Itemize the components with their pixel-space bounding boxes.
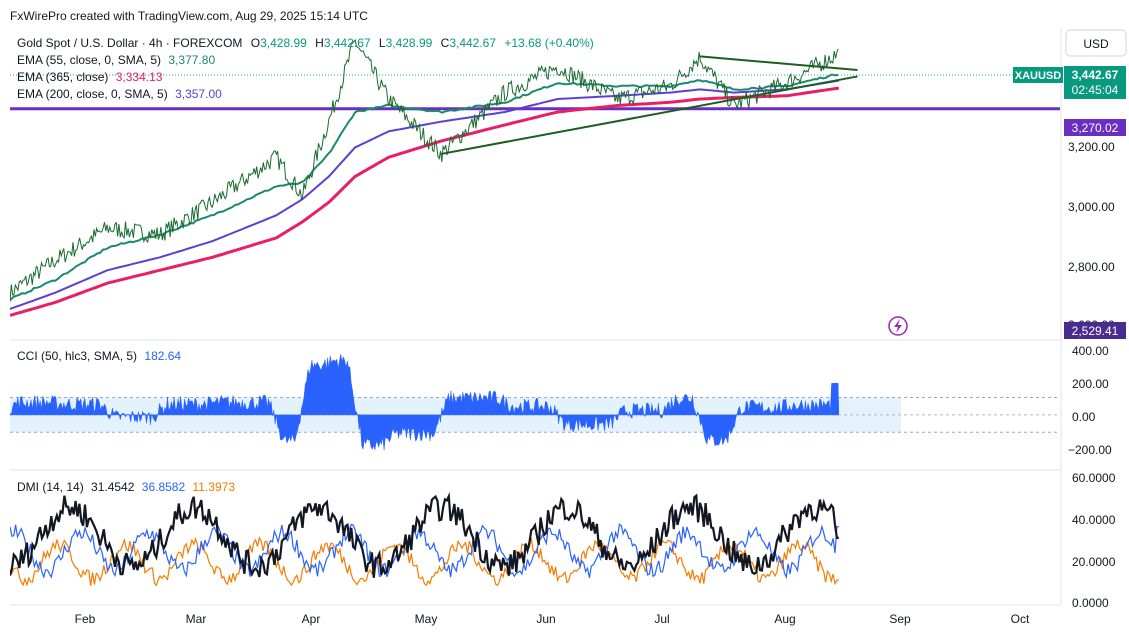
support-label: 3,270.02	[1072, 121, 1119, 135]
price-tick: 2,800.00	[1068, 260, 1115, 274]
dmi-tick: 60.0000	[1072, 471, 1116, 485]
low-value: 3,428.99	[386, 36, 433, 50]
symbol-tag-label: XAUUSD	[1015, 70, 1062, 82]
close-value: 3,442.67	[449, 36, 496, 50]
last-price-badge	[1064, 66, 1126, 99]
support-badge	[1064, 119, 1126, 136]
dmi-plus-di-line	[10, 523, 839, 580]
ema-200-line	[10, 79, 839, 310]
countdown-label: 02:45:04	[1072, 83, 1119, 97]
dmi-legend: DMI (14, 14) 31.4542 36.8582 11.3973	[17, 480, 235, 494]
dmi-tick: 40.0000	[1072, 513, 1116, 527]
price-tick: 3,200.00	[1068, 140, 1115, 154]
month-label: Apr	[302, 612, 321, 626]
upper-trendline[interactable]	[699, 55, 858, 71]
dmi-minus-di-line	[10, 536, 839, 587]
month-label: Mar	[186, 612, 207, 626]
cci-tick: 200.00	[1072, 377, 1109, 391]
lightning-icon[interactable]	[888, 316, 908, 336]
price-pane[interactable]	[10, 38, 1061, 317]
dmi-tick: 20.0000	[1072, 555, 1116, 569]
ema55-legend: EMA (55, close, 0, SMA, 5) 3,377.80	[17, 53, 215, 67]
price-tick: 3,000.00	[1068, 200, 1115, 214]
cci-pane[interactable]	[10, 353, 1061, 451]
month-label: Sep	[889, 612, 911, 626]
month-label: Aug	[774, 612, 795, 626]
lower-price-badge	[1064, 322, 1126, 339]
month-label: Feb	[75, 612, 96, 626]
last-price-label: 3,442.67	[1072, 68, 1119, 82]
cci-legend: CCI (50, hlc3, SMA, 5) 182.64	[17, 349, 181, 363]
month-label: Oct	[1011, 612, 1030, 626]
ema200-legend: EMA (200, close, 0, SMA, 5) 3,357.00	[17, 87, 222, 101]
dmi-pane[interactable]	[10, 491, 839, 587]
currency-label: USD	[1083, 37, 1109, 51]
open-value: 3,428.99	[260, 36, 307, 50]
high-value: 3,442.67	[324, 36, 371, 50]
lower-price-label: 2,529.41	[1072, 324, 1119, 338]
ema365-legend: EMA (365, close) 3,334.13	[17, 70, 163, 84]
cci-tick: 400.00	[1072, 344, 1109, 358]
cci-tick: 0.00	[1072, 410, 1096, 424]
cci-histogram	[10, 353, 840, 451]
price-legend-row: Gold Spot / U.S. Dollar · 4h · FOREXCOM …	[17, 36, 594, 50]
ema-365-line	[10, 86, 839, 317]
lower-trendline[interactable]	[441, 75, 858, 155]
change-value: +13.68 (+0.40%)	[504, 36, 593, 50]
dmi-tick: 0.0000	[1072, 596, 1109, 610]
symbol-tag	[1013, 67, 1063, 83]
month-label: May	[415, 612, 438, 626]
price-candles-line	[10, 38, 839, 302]
dmi-adx-line	[10, 491, 839, 578]
attribution-text: FxWirePro created with TradingView.com, …	[10, 9, 368, 23]
cci-tick: −200.00	[1068, 443, 1112, 457]
currency-button[interactable]	[1065, 29, 1127, 57]
month-label: Jun	[536, 612, 555, 626]
time-axis[interactable]: Feb Mar Apr May Jun Jul Aug Sep Oct	[75, 612, 1030, 626]
symbol-title: Gold Spot / U.S. Dollar · 4h · FOREXCOM	[17, 36, 242, 50]
month-label: Jul	[654, 612, 669, 626]
